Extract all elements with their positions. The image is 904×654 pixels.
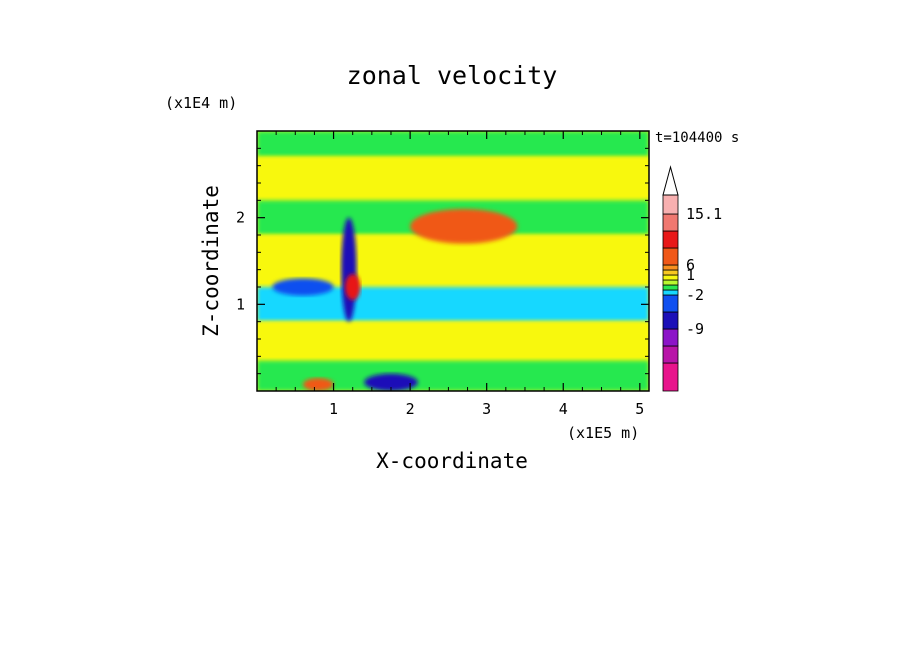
colorbar-swatch bbox=[662, 294, 679, 313]
colorbar-swatch bbox=[662, 311, 679, 330]
y-axis: 12 bbox=[236, 147, 649, 375]
plot-frame bbox=[256, 130, 650, 392]
colorbar-label: -9 bbox=[686, 320, 704, 338]
colorbar-swatch bbox=[662, 247, 679, 266]
colorbar-swatch bbox=[662, 328, 679, 347]
x-tick-label: 3 bbox=[482, 400, 491, 418]
x-axis-title: X-coordinate bbox=[376, 449, 528, 473]
x-tick-label: 2 bbox=[406, 400, 415, 418]
x-tick-label: 4 bbox=[559, 400, 568, 418]
y-tick-label: 2 bbox=[236, 209, 245, 227]
colorbar: 15.1 61 -2 -9 bbox=[662, 165, 722, 392]
feature-layer bbox=[272, 209, 518, 391]
colorbar-swatch bbox=[662, 269, 679, 276]
colorbar-swatch bbox=[662, 230, 679, 249]
y-tick-label: 1 bbox=[236, 295, 245, 313]
colorbar-label: 6 bbox=[686, 256, 695, 274]
field-feature bbox=[364, 373, 418, 391]
field-band bbox=[257, 131, 649, 157]
colorbar-swatch bbox=[662, 289, 679, 296]
x-unit-label: (x1E5 m) bbox=[567, 424, 639, 442]
field-feature bbox=[341, 217, 357, 322]
field-layer bbox=[257, 131, 649, 391]
colorbar-label: 1 bbox=[686, 266, 695, 284]
field-feature bbox=[410, 209, 518, 244]
field-feature bbox=[302, 378, 334, 391]
colorbar-swatch bbox=[662, 362, 679, 392]
colorbar-swatch bbox=[662, 213, 679, 232]
x-tick-label: 1 bbox=[329, 400, 338, 418]
field-band bbox=[257, 321, 649, 361]
field-feature bbox=[272, 278, 334, 296]
colorbar-swatch bbox=[662, 279, 679, 286]
time-label: t=104400 s bbox=[655, 130, 739, 146]
colorbar-swatch bbox=[662, 274, 679, 281]
y-axis-title: Z-coordinate bbox=[199, 185, 223, 337]
field-band bbox=[257, 157, 649, 201]
y-unit-label: (x1E4 m) bbox=[165, 94, 237, 112]
x-axis: 1 2 3 4 5 bbox=[275, 131, 644, 418]
chart-title: zonal velocity bbox=[347, 61, 558, 90]
colorbar-label: 15.1 bbox=[686, 205, 722, 223]
colorbar-swatch bbox=[662, 345, 679, 364]
colorbar-swatch bbox=[662, 284, 679, 291]
colorbar-swatch bbox=[662, 194, 679, 215]
x-tick-label: 5 bbox=[635, 400, 644, 418]
colorbar-label: -2 bbox=[686, 286, 704, 304]
colorbar-swatch bbox=[662, 264, 679, 271]
field-band bbox=[257, 235, 649, 287]
colorbar-extension bbox=[662, 165, 679, 196]
field-feature bbox=[345, 274, 361, 300]
